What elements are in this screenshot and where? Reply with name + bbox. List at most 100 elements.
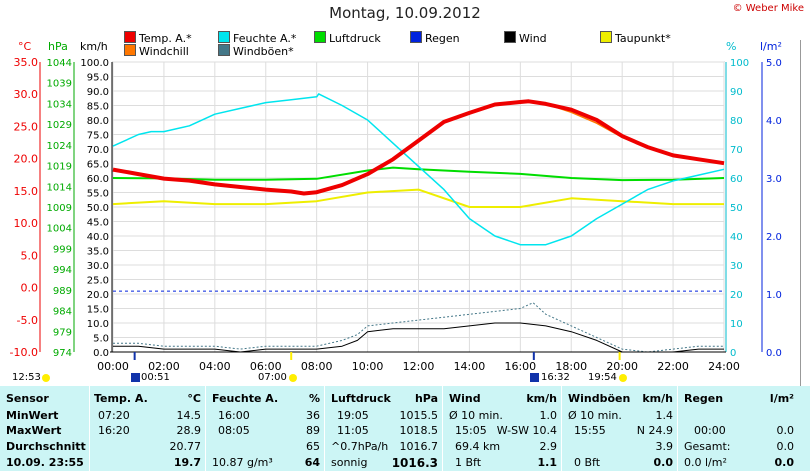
rain-tick-label: 0.0 [766, 348, 782, 359]
table-cell: N 24.9 [636, 424, 673, 437]
wind-tick-label: 80.0 [87, 116, 109, 127]
time-tick-label: 10:00 [352, 360, 384, 373]
table-col-temp: Temp. A. °C 07:20 14.5 16:20 28.9 20.77 … [89, 386, 205, 471]
wind-tick-label: 40.0 [87, 232, 109, 243]
table-col-pressure: Luftdruck hPa 19:05 1015.5 11:05 1018.5 … [324, 386, 442, 471]
temp-tick-label: 10.0 [14, 217, 39, 230]
temp-tick-label: -10.0 [10, 346, 38, 359]
table-cell: 14.5 [176, 409, 202, 422]
table-cell: 64 [304, 456, 320, 469]
temp-tick-label: 20.0 [14, 153, 39, 166]
table-cell: ^0.7hPa/h [331, 440, 389, 453]
humidity-tick-label: 20 [730, 290, 743, 301]
pressure-tick-label: 984 [53, 307, 72, 318]
table-cell: 1015.5 [399, 409, 439, 422]
legend-swatch [124, 44, 136, 56]
humidity-tick-label: 0 [730, 348, 736, 359]
table-cell: 15:55 [574, 424, 606, 437]
humidity-tick-label: 60 [730, 174, 743, 185]
legend-item-windchill: Windchill [124, 44, 189, 58]
table-cell: 07:20 [98, 409, 130, 422]
time-tick-label: 00:00 [97, 360, 129, 373]
pressure-tick-label: 1044 [47, 58, 72, 69]
table-cell: 69.4 km [455, 440, 501, 453]
table-row-label: Durchschnitt [6, 440, 86, 453]
table-cell: 1.4 [655, 409, 674, 422]
wind-tick-label: 65.0 [87, 160, 109, 171]
legend-swatch [504, 31, 516, 43]
table-cell: 1016.7 [399, 440, 439, 453]
time-markers [133, 352, 621, 360]
table-cell: 2.9 [539, 440, 558, 453]
table-header: Luftdruck [331, 392, 391, 405]
pressure-tick-label: 1009 [47, 203, 72, 214]
legend-label: Feuchte A.* [233, 32, 297, 45]
copyright-label: © Weber Mike [732, 3, 804, 14]
humidity-tick-label: 70 [730, 145, 743, 156]
table-cell: 00:00 [694, 424, 726, 437]
time-1632-label: 16:32 [541, 372, 570, 383]
sun-icon [42, 374, 50, 382]
pressure-tick-label: 1004 [47, 224, 72, 235]
wind-tick-label: 0.0 [93, 348, 109, 359]
table-header-unit: km/h [526, 392, 557, 405]
wind-tick-label: 10.0 [87, 319, 109, 330]
series-line-luftdruck [112, 166, 725, 182]
wind-tick-label: 100.0 [80, 58, 109, 69]
legend-label: Luftdruck [329, 32, 381, 45]
table-row-label: MaxWert [6, 424, 62, 437]
table-cell: 16:20 [98, 424, 130, 437]
temp-tick-label: 0.0 [21, 282, 39, 295]
table-header: Temp. A. [94, 392, 148, 405]
legend-item-dewpoint: Taupunkt* [600, 31, 671, 45]
table-cell: Gesamt: [684, 440, 731, 453]
unit-lm2: l/m² [760, 40, 782, 53]
sun-icon-2 [289, 374, 297, 382]
legend-item-rain: Regen [410, 31, 460, 45]
pressure-tick-label: 979 [53, 327, 72, 338]
table-cell: 0.0 [774, 456, 795, 469]
time-tick-label: 06:00 [250, 360, 282, 373]
table-header: Sensor [6, 392, 49, 405]
table-cell: 36 [306, 409, 320, 422]
table-cell: Ø 10 min. [568, 409, 622, 422]
rain-tick-label: 2.0 [766, 232, 782, 243]
table-cell: 0.0 l/m² [684, 456, 727, 469]
rain-tick-label: 3.0 [766, 174, 782, 185]
unit-percent: % [726, 40, 737, 53]
table-cell: 65 [306, 440, 320, 453]
humidity-tick-label: 50 [730, 203, 743, 214]
time-1954-label: 19:54 [588, 372, 617, 383]
humidity-tick-label: 40 [730, 232, 743, 243]
table-header-unit: °C [187, 392, 201, 405]
wind-tick-label: 30.0 [87, 261, 109, 272]
rain-tick-label: 5.0 [766, 58, 782, 69]
moon-icon [131, 373, 140, 382]
wind-tick-label: 90.0 [87, 87, 109, 98]
pressure-tick-label: 1034 [47, 99, 72, 110]
sunrise-time-label: 12:53 [12, 372, 41, 383]
legend-item-wind: Wind [504, 31, 547, 45]
table-cell: 15:05 [455, 424, 487, 437]
legend-swatch [218, 31, 230, 43]
legend-swatch [124, 31, 136, 43]
tick-labels: 35.0 30.0 25.0 20.0 15.0 10.0 5.0 0.0 -5.0 -10.0 1… [10, 56, 782, 373]
legend-label: Regen [425, 32, 460, 45]
table-cell: 1016.3 [391, 456, 438, 470]
wind-tick-label: 95.0 [87, 73, 109, 84]
neighbor-chart-edge [800, 40, 810, 386]
time-tick-label: 22:00 [657, 360, 689, 373]
rain-tick-label: 4.0 [766, 116, 782, 127]
temp-tick-label: 25.0 [14, 120, 39, 133]
table-cell: 1 Bft [455, 456, 482, 469]
pressure-tick-label: 1024 [47, 141, 72, 152]
time-tick-label: 08:00 [301, 360, 333, 373]
table-cell: 10.87 g/m³ [212, 456, 273, 469]
temp-tick-label: -5.0 [17, 314, 38, 327]
table-header: Wind [449, 392, 481, 405]
humidity-tick-label: 30 [730, 261, 743, 272]
table-header-unit: l/m² [769, 392, 794, 405]
series-line-temp-a [112, 99, 725, 196]
table-cell: 28.9 [176, 424, 202, 437]
legend-item-temp: Temp. A.* [124, 31, 192, 45]
